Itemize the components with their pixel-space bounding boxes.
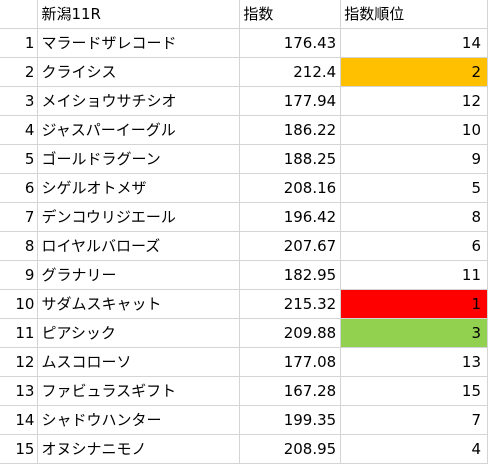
row-number-cell[interactable]: 2: [0, 57, 39, 87]
index-score-cell[interactable]: 177.94: [239, 86, 342, 116]
index-score-cell[interactable]: 188.25: [239, 144, 342, 174]
horse-name-cell[interactable]: ムスコローソ: [37, 347, 241, 377]
table-row: 13 ファビュラスギフト 167.28 15: [0, 376, 488, 406]
index-rank-cell[interactable]: 4: [340, 434, 488, 464]
index-score-cell[interactable]: 176.43: [239, 28, 342, 58]
table-row: 9 グラナリー 182.95 11: [0, 260, 488, 290]
index-rank-cell[interactable]: 15: [340, 376, 488, 406]
horse-name-cell[interactable]: シゲルオトメザ: [37, 173, 241, 203]
horse-name-cell[interactable]: サダムスキャット: [37, 289, 241, 319]
index-rank-cell[interactable]: 6: [340, 231, 488, 261]
index-score-cell[interactable]: 215.32: [239, 289, 342, 319]
horse-name-cell[interactable]: シャドウハンター: [37, 405, 241, 435]
row-number-cell[interactable]: 9: [0, 260, 39, 290]
index-score-cell[interactable]: 186.22: [239, 115, 342, 145]
table-row: 15 オヌシナニモノ 208.95 4: [0, 434, 488, 464]
index-score-cell[interactable]: 207.67: [239, 231, 342, 261]
index-rank-cell[interactable]: 12: [340, 86, 488, 116]
index-score-cell[interactable]: 209.88: [239, 318, 342, 348]
index-rank-cell[interactable]: 9: [340, 144, 488, 174]
horse-name-cell[interactable]: ゴールドラグーン: [37, 144, 241, 174]
horse-name-cell[interactable]: ジャスパーイーグル: [37, 115, 241, 145]
index-rank-cell[interactable]: 3: [340, 318, 488, 348]
row-number-cell[interactable]: 11: [0, 318, 39, 348]
table-row: 2 クライシス 212.4 2: [0, 57, 488, 87]
table-row: 8 ロイヤルバローズ 207.67 6: [0, 231, 488, 261]
index-rank-cell[interactable]: 8: [340, 202, 488, 232]
row-number-cell[interactable]: 1: [0, 28, 39, 58]
table-row: 6 シゲルオトメザ 208.16 5: [0, 173, 488, 203]
header-row: 新潟11R 指数 指数順位: [0, 0, 488, 29]
index-rank-cell[interactable]: 11: [340, 260, 488, 290]
row-number-cell[interactable]: 5: [0, 144, 39, 174]
row-number-cell[interactable]: 7: [0, 202, 39, 232]
header-rownum-cell[interactable]: [0, 0, 39, 29]
index-rank-cell[interactable]: 10: [340, 115, 488, 145]
horse-name-cell[interactable]: ロイヤルバローズ: [37, 231, 241, 261]
row-number-cell[interactable]: 4: [0, 115, 39, 145]
index-score-cell[interactable]: 177.08: [239, 347, 342, 377]
header-score-cell[interactable]: 指数: [239, 0, 342, 29]
row-number-cell[interactable]: 14: [0, 405, 39, 435]
table-row: 7 デンコウリジエール 196.42 8: [0, 202, 488, 232]
horse-name-cell[interactable]: ピアシック: [37, 318, 241, 348]
index-score-cell[interactable]: 212.4: [239, 57, 342, 87]
index-rank-cell[interactable]: 14: [340, 28, 488, 58]
row-number-cell[interactable]: 6: [0, 173, 39, 203]
table-row: 5 ゴールドラグーン 188.25 9: [0, 144, 488, 174]
row-number-cell[interactable]: 15: [0, 434, 39, 464]
horse-name-cell[interactable]: マラードザレコード: [37, 28, 241, 58]
table-row: 1 マラードザレコード 176.43 14: [0, 28, 488, 58]
horse-name-cell[interactable]: ファビュラスギフト: [37, 376, 241, 406]
index-score-cell[interactable]: 208.16: [239, 173, 342, 203]
table-row: 11 ピアシック 209.88 3: [0, 318, 488, 348]
index-rank-cell[interactable]: 1: [340, 289, 488, 319]
horse-name-cell[interactable]: デンコウリジエール: [37, 202, 241, 232]
row-number-cell[interactable]: 12: [0, 347, 39, 377]
index-rank-cell[interactable]: 5: [340, 173, 488, 203]
index-score-cell[interactable]: 196.42: [239, 202, 342, 232]
index-score-cell[interactable]: 182.95: [239, 260, 342, 290]
index-rank-cell[interactable]: 2: [340, 57, 488, 87]
table-row: 14 シャドウハンター 199.35 7: [0, 405, 488, 435]
index-rank-cell[interactable]: 13: [340, 347, 488, 377]
horse-index-table: 新潟11R 指数 指数順位 1 マラードザレコード 176.43 14 2 クライシス 21…: [0, 0, 488, 464]
horse-name-cell[interactable]: オヌシナニモノ: [37, 434, 241, 464]
index-score-cell[interactable]: 199.35: [239, 405, 342, 435]
table-row: 4 ジャスパーイーグル 186.22 10: [0, 115, 488, 145]
row-number-cell[interactable]: 10: [0, 289, 39, 319]
index-rank-cell[interactable]: 7: [340, 405, 488, 435]
table-row: 3 メイショウサチシオ 177.94 12: [0, 86, 488, 116]
table-row: 12 ムスコローソ 177.08 13: [0, 347, 488, 377]
header-rank-cell[interactable]: 指数順位: [340, 0, 488, 29]
row-number-cell[interactable]: 13: [0, 376, 39, 406]
horse-name-cell[interactable]: メイショウサチシオ: [37, 86, 241, 116]
index-score-cell[interactable]: 167.28: [239, 376, 342, 406]
row-number-cell[interactable]: 3: [0, 86, 39, 116]
row-number-cell[interactable]: 8: [0, 231, 39, 261]
horse-name-cell[interactable]: グラナリー: [37, 260, 241, 290]
index-score-cell[interactable]: 208.95: [239, 434, 342, 464]
table-row: 10 サダムスキャット 215.32 1: [0, 289, 488, 319]
horse-name-cell[interactable]: クライシス: [37, 57, 241, 87]
header-race-cell[interactable]: 新潟11R: [37, 0, 241, 29]
